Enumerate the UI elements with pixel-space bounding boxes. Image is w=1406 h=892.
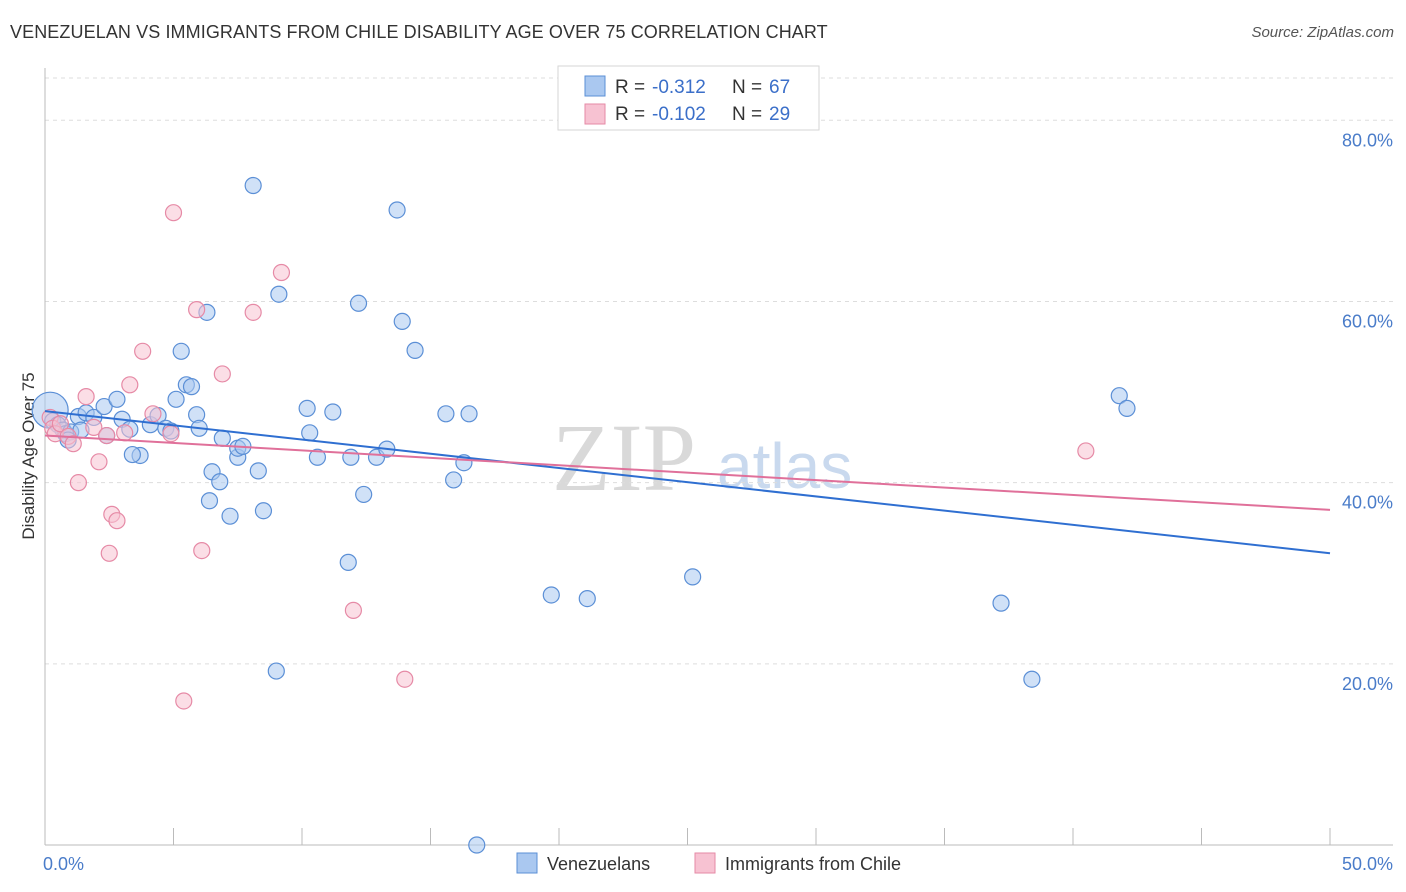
y-tick-label: 40.0%: [1342, 493, 1393, 513]
chile-point: [272, 263, 291, 282]
venezuelan-point: [308, 448, 327, 466]
venezuelan-point: [684, 568, 702, 586]
venezuelan-point: [578, 589, 596, 608]
trendline-chile: [44, 434, 1331, 511]
legend-r-label-2: R =: [615, 104, 645, 125]
chile-point: [396, 670, 414, 688]
legend-n-label-1: N =: [732, 77, 762, 98]
y-tick-label: 80.0%: [1342, 130, 1393, 150]
bottom-legend-swatch-chile: [694, 852, 716, 874]
venezuelan-point: [1110, 387, 1128, 405]
trendline-venezuelans: [44, 410, 1331, 555]
legend-swatch-chile: [584, 103, 606, 125]
legend-n-label-2: N =: [732, 104, 762, 125]
chile-point: [98, 426, 116, 445]
legend-n-value-1: 67: [769, 77, 790, 98]
chile-point: [162, 425, 180, 443]
chile-point: [85, 418, 103, 436]
legend-box: R = -0.312 N = 67 R = -0.102 N = 29: [557, 65, 820, 131]
legend-n-value-2: 29: [769, 104, 790, 125]
venezuelan-point: [349, 294, 368, 312]
legend-r-value-2: -0.102: [652, 104, 706, 125]
venezuelan-point: [542, 586, 560, 604]
chile-point: [213, 365, 231, 383]
x-tick-label: 0.0%: [43, 854, 84, 874]
chile-point: [188, 301, 206, 319]
source-credit: Source: ZipAtlas.com: [1251, 24, 1394, 41]
chart-title: VENEZUELAN VS IMMIGRANTS FROM CHILE DISA…: [10, 22, 828, 42]
chile-point: [64, 435, 82, 453]
trendlines: [44, 410, 1331, 555]
venezuelan-point: [172, 342, 190, 360]
y-tick-labels: 20.0% 40.0% 60.0% 80.0%: [1342, 130, 1393, 694]
chile-point: [77, 387, 95, 406]
venezuelan-point: [244, 176, 262, 195]
chile-point: [144, 405, 162, 423]
venezuelan-point: [249, 462, 267, 480]
venezuelan-point: [167, 390, 185, 408]
venezuelan-point: [1023, 670, 1041, 688]
venezuelan-point: [301, 424, 319, 442]
y-axis-title: Disability Age Over 75: [19, 372, 38, 539]
chile-point: [134, 342, 152, 360]
chile-point: [164, 204, 183, 222]
y-tick-label: 60.0%: [1342, 311, 1393, 331]
series-points: [31, 176, 1136, 854]
bottom-legend-label-venezuelans: Venezuelans: [547, 854, 650, 874]
venezuelan-point: [270, 285, 288, 303]
venezuelan-point: [445, 471, 463, 489]
venezuelan-point: [200, 492, 219, 510]
venezuelan-point: [460, 405, 478, 423]
x-tick-label: 50.0%: [1342, 854, 1393, 874]
legend-swatch-venezuelans: [584, 75, 606, 97]
legend-r-label-1: R =: [615, 77, 645, 98]
venezuelan-point: [339, 553, 357, 571]
chile-point: [344, 601, 362, 619]
bottom-legend: Venezuelans Immigrants from Chile: [516, 852, 901, 874]
chile-point: [244, 303, 262, 321]
venezuelan-point: [213, 429, 231, 447]
chile-point: [121, 376, 139, 394]
watermark-zip: ZIP: [552, 404, 696, 511]
venezuelan-point: [108, 390, 126, 408]
x-axis-ticks: 0.0% 50.0%: [43, 828, 1393, 874]
venezuelan-point: [388, 201, 406, 219]
y-tick-label: 20.0%: [1342, 674, 1393, 694]
venezuelan-point: [123, 445, 141, 464]
venezuelan-point: [221, 507, 239, 525]
venezuelan-point: [298, 399, 316, 417]
venezuelan-point: [468, 836, 486, 854]
bottom-legend-label-chile: Immigrants from Chile: [725, 854, 901, 874]
venezuelan-point: [355, 485, 373, 504]
bottom-legend-swatch-venezuelans: [516, 852, 538, 874]
legend-r-value-1: -0.312: [652, 77, 706, 98]
venezuelan-point: [1118, 399, 1136, 417]
chile-point: [116, 424, 134, 442]
chile-point: [100, 544, 118, 562]
chile-point: [175, 692, 193, 710]
venezuelan-point: [267, 662, 285, 680]
venezuelan-point: [182, 378, 201, 396]
venezuelan-point: [211, 473, 229, 491]
venezuelan-point: [406, 341, 424, 359]
watermark: ZIP atlas: [552, 404, 852, 511]
venezuelan-point: [254, 502, 273, 520]
venezuelan-point: [437, 405, 455, 423]
venezuelan-point: [342, 448, 360, 466]
chile-point: [108, 512, 126, 530]
chile-point: [1077, 442, 1095, 460]
chile-point: [51, 415, 70, 433]
chile-point: [69, 474, 88, 492]
venezuelan-point: [95, 397, 113, 416]
venezuelan-point: [992, 594, 1010, 612]
gridlines: [45, 77, 1393, 665]
venezuelan-point: [393, 312, 411, 330]
chile-point: [193, 541, 211, 560]
watermark-atlas: atlas: [717, 430, 852, 502]
axes: [44, 68, 1393, 846]
venezuelan-point: [324, 403, 342, 421]
chile-point: [90, 453, 108, 471]
